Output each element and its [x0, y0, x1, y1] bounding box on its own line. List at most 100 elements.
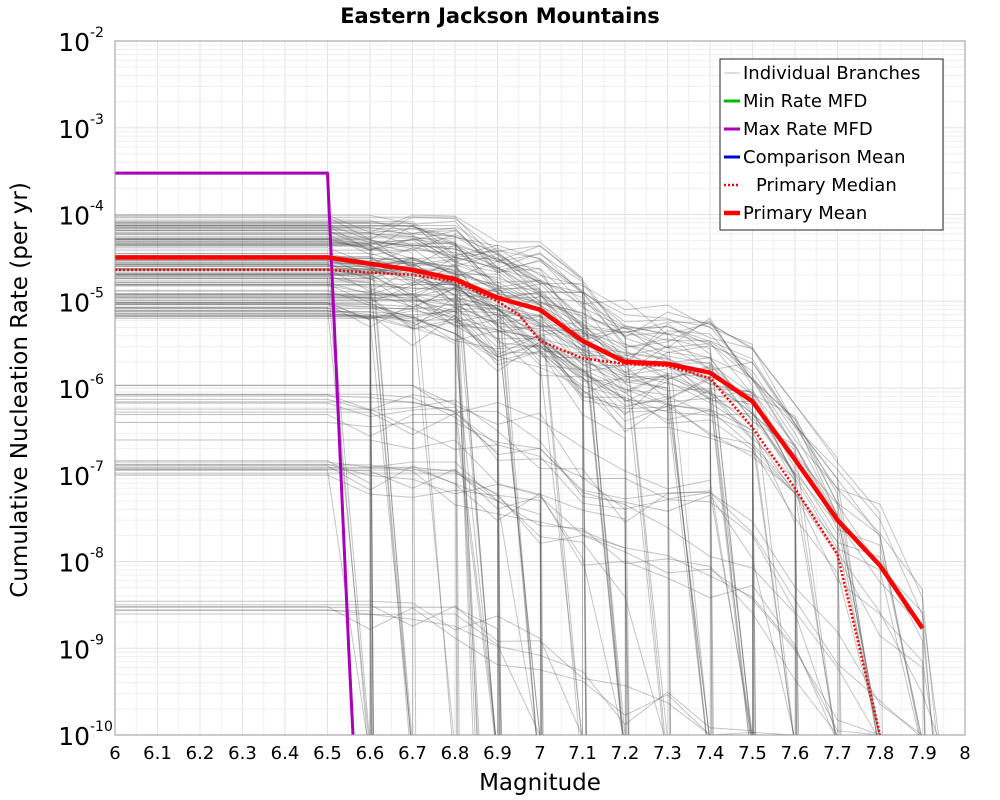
branch-line: [115, 463, 624, 736]
branch-line: [115, 237, 474, 736]
y-tick-base: 10: [58, 202, 90, 231]
branch-line: [115, 303, 880, 736]
branch-line: [115, 222, 374, 736]
branch-line: [115, 306, 710, 736]
legend-entry: Individual Branches: [724, 63, 920, 84]
branch-line: [115, 249, 668, 736]
branch-line: [115, 214, 588, 736]
y-tick: 10 -2: [58, 25, 104, 57]
branch-line: [115, 474, 665, 736]
branch-line: [115, 398, 753, 736]
y-tick-exponent: -4: [90, 199, 104, 215]
y-tick-exponent: -7: [90, 459, 104, 475]
branch-line: [115, 421, 838, 736]
branch-line: [115, 281, 374, 736]
y-tick-base: 10: [58, 549, 90, 578]
branch-line: [115, 294, 544, 736]
y-tick-exponent: -2: [90, 25, 104, 41]
legend-label: Primary Median: [756, 175, 897, 196]
branch-line: [115, 261, 922, 736]
y-axis-label: Cumulative Nucleation Rate (per yr): [7, 182, 33, 598]
branch-line: [115, 247, 755, 736]
x-tick-label: 7: [534, 743, 545, 764]
x-tick-label: 6.1: [143, 743, 172, 764]
legend: Individual Branches Min Rate MFD Max Rate …: [719, 58, 944, 231]
x-tick-label: 6.5: [313, 743, 342, 764]
branch-line: [115, 240, 713, 736]
branch-line: [115, 285, 753, 736]
branch-line: [115, 273, 757, 736]
branch-line: [115, 303, 750, 736]
series-primary-mean: [115, 255, 925, 630]
branch-line: [115, 606, 503, 736]
legend-label: Individual Branches: [743, 63, 920, 84]
branch-line: [115, 237, 417, 736]
branch-line: [115, 274, 412, 736]
branch-line: [115, 297, 714, 736]
series-layer: [115, 171, 925, 736]
branch-line: [115, 393, 502, 736]
y-tick-exponent: -9: [90, 632, 104, 648]
branch-line: [115, 414, 495, 736]
branch-line: [115, 296, 587, 736]
branch-line: [115, 221, 587, 736]
branch-line: [115, 230, 836, 736]
branch-line: [115, 245, 500, 736]
branch-line: [115, 225, 877, 736]
y-tick-base: 10: [58, 28, 90, 57]
branch-line: [115, 284, 755, 736]
branch-line: [115, 290, 836, 736]
y-tick: 10 -7: [58, 459, 104, 491]
y-tick-base: 10: [58, 288, 90, 317]
legend-label: Max Rate MFD: [743, 119, 873, 140]
y-tick-base: 10: [58, 375, 90, 404]
branch-line: [115, 294, 796, 736]
branch-line: [115, 238, 881, 736]
x-tick-label: 6.3: [228, 743, 257, 764]
branch-line: [115, 314, 630, 736]
x-tick-label: 7.3: [653, 743, 682, 764]
branch-line: [115, 261, 707, 736]
grid: [114, 41, 966, 736]
branch-line: [115, 310, 707, 736]
branch-line: [115, 225, 795, 736]
branch-line: [115, 464, 629, 736]
branch-line: [115, 296, 587, 736]
branch-line: [115, 228, 626, 736]
branch-line: [115, 307, 837, 736]
y-tick: 10 -9: [58, 632, 104, 664]
branch-line: [115, 216, 624, 736]
x-tick-label: 7.8: [866, 743, 895, 764]
branch-line: [115, 299, 541, 736]
y-tick-base: 10: [58, 722, 90, 751]
y-tick: 10 -3: [58, 112, 104, 144]
branch-line: [115, 313, 935, 736]
legend-entry: Max Rate MFD: [724, 119, 873, 140]
branch-line: [115, 309, 926, 736]
branch-line: [115, 233, 926, 736]
x-tick-label: 6.6: [356, 743, 385, 764]
branch-line: [115, 467, 543, 736]
x-axis-label: Magnitude: [479, 770, 601, 796]
branch-line: [115, 273, 410, 736]
y-tick-exponent: -8: [90, 546, 104, 562]
series-primary-median: [115, 268, 882, 736]
branch-line: [115, 283, 794, 736]
individual-branches: [115, 214, 940, 736]
branch-line: [115, 317, 374, 736]
branch-line: [115, 311, 496, 736]
branch-line: [115, 606, 755, 736]
y-tick: 10 -8: [58, 546, 104, 578]
x-tick-label: 6.4: [271, 743, 300, 764]
y-tick-exponent: -3: [90, 112, 104, 128]
y-tick: 10 -5: [58, 285, 104, 317]
x-tick-label: 7.2: [611, 743, 640, 764]
x-tick-label: 6.9: [483, 743, 512, 764]
branch-line: [115, 238, 478, 736]
branch-line: [115, 302, 499, 736]
branch-line: [115, 408, 628, 736]
branch-line: [115, 272, 920, 736]
chart-title: Eastern Jackson Mountains: [340, 4, 660, 28]
branch-line: [115, 302, 797, 736]
branch-line: [115, 609, 757, 736]
